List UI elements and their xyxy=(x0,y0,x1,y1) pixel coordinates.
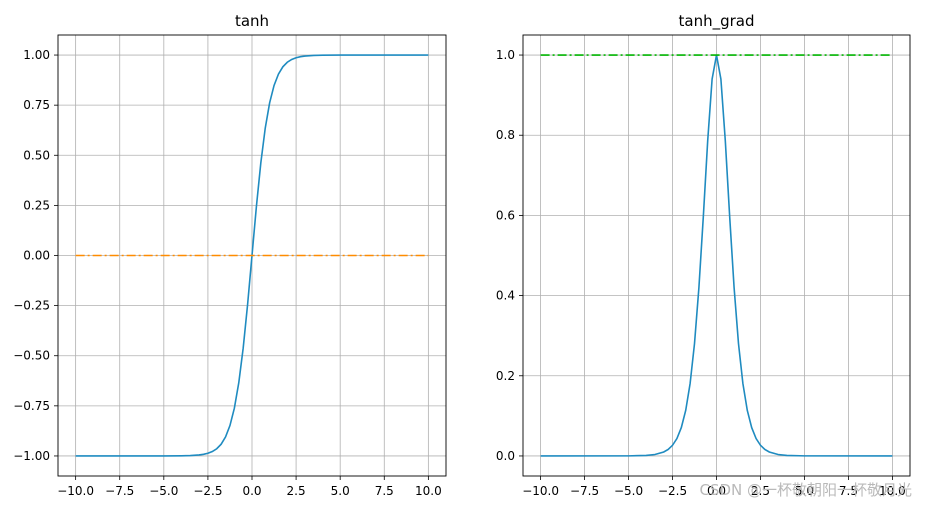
y-tick-label: −0.50 xyxy=(13,349,50,363)
x-tick-label: −10.0 xyxy=(522,484,559,498)
chart-panel-1: −10.0 −7.5 −5.0 −2.5 0.0 2.5 5.0 7.5 10.0 −1.00 −0… xyxy=(13,12,447,498)
x-tick-label: 0.0 xyxy=(242,484,261,498)
x-tick-label: −10.0 xyxy=(57,484,94,498)
axes-frame xyxy=(522,34,911,477)
y-tick-label: 0.75 xyxy=(23,98,50,112)
x-tick-label: −7.5 xyxy=(105,484,134,498)
x-tick-label: 10.0 xyxy=(415,484,442,498)
x-tick-label: −7.5 xyxy=(570,484,599,498)
x-tick-label: 5.0 xyxy=(795,484,814,498)
x-tick-label: −2.5 xyxy=(193,484,222,498)
y-tick-label: 0.0 xyxy=(496,449,515,463)
chart-panel-2: −10.0 −7.5 −5.0 −2.5 0.0 2.5 5.0 7.5 10.0 0.0 0.2 0… xyxy=(496,12,911,498)
y-tick-label: −0.25 xyxy=(13,299,50,313)
y-tick-label: 0.2 xyxy=(496,369,515,383)
x-tick-label: −2.5 xyxy=(658,484,687,498)
x-tick-label: 7.5 xyxy=(839,484,858,498)
x-tick-label: 0.0 xyxy=(707,484,726,498)
watermark: CSDN @一杯敬朝阳一杯敬月光 xyxy=(699,481,912,499)
x-tick-label: 5.0 xyxy=(331,484,350,498)
y-tick-label: 0.00 xyxy=(23,249,50,263)
x-tick-label: −5.0 xyxy=(149,484,178,498)
x-tick-label: 2.5 xyxy=(287,484,306,498)
y-tick-label: 0.8 xyxy=(496,128,515,142)
y-tick-label: −1.00 xyxy=(13,449,50,463)
y-tick-label: 0.50 xyxy=(23,148,50,162)
y-tick-label: 0.25 xyxy=(23,198,50,212)
x-tick-label: 2.5 xyxy=(751,484,770,498)
chart-title: tanh xyxy=(235,12,269,30)
x-tick-label: 7.5 xyxy=(375,484,394,498)
axes-frame xyxy=(57,34,447,477)
y-tick-label: 0.6 xyxy=(496,208,515,222)
y-tick-label: 0.4 xyxy=(496,289,515,303)
x-tick-label: −5.0 xyxy=(614,484,643,498)
y-tick-label: 1.00 xyxy=(23,48,50,62)
x-tick-label: 10.0 xyxy=(879,484,906,498)
chart-title: tanh_grad xyxy=(679,12,755,31)
y-tick-label: −0.75 xyxy=(13,399,50,413)
y-tick-label: 1.0 xyxy=(496,48,515,62)
